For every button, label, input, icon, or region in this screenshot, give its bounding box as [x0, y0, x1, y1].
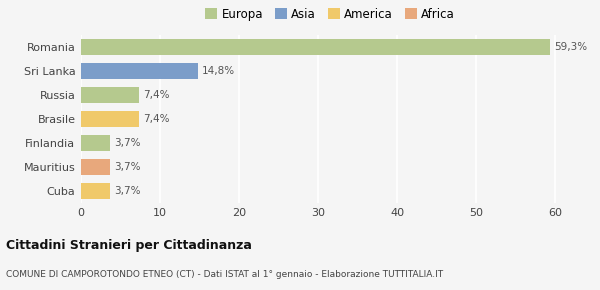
Text: 7,4%: 7,4%	[143, 90, 170, 100]
Bar	[81, 135, 110, 151]
Text: COMUNE DI CAMPOROTONDO ETNEO (CT) - Dati ISTAT al 1° gennaio - Elaborazione TUTT: COMUNE DI CAMPOROTONDO ETNEO (CT) - Dati…	[6, 270, 443, 279]
Text: 7,4%: 7,4%	[143, 114, 170, 124]
Bar	[81, 183, 110, 199]
Text: 3,7%: 3,7%	[114, 162, 140, 172]
Text: Cittadini Stranieri per Cittadinanza: Cittadini Stranieri per Cittadinanza	[6, 239, 252, 252]
Text: 3,7%: 3,7%	[114, 138, 140, 148]
Legend: Europa, Asia, America, Africa: Europa, Asia, America, Africa	[200, 3, 460, 26]
Bar	[81, 159, 110, 175]
Bar	[81, 39, 550, 55]
Bar	[81, 63, 198, 79]
Bar	[81, 87, 139, 103]
Text: 14,8%: 14,8%	[202, 66, 235, 76]
Text: 59,3%: 59,3%	[554, 42, 587, 52]
Bar	[81, 111, 139, 127]
Text: 3,7%: 3,7%	[114, 186, 140, 196]
